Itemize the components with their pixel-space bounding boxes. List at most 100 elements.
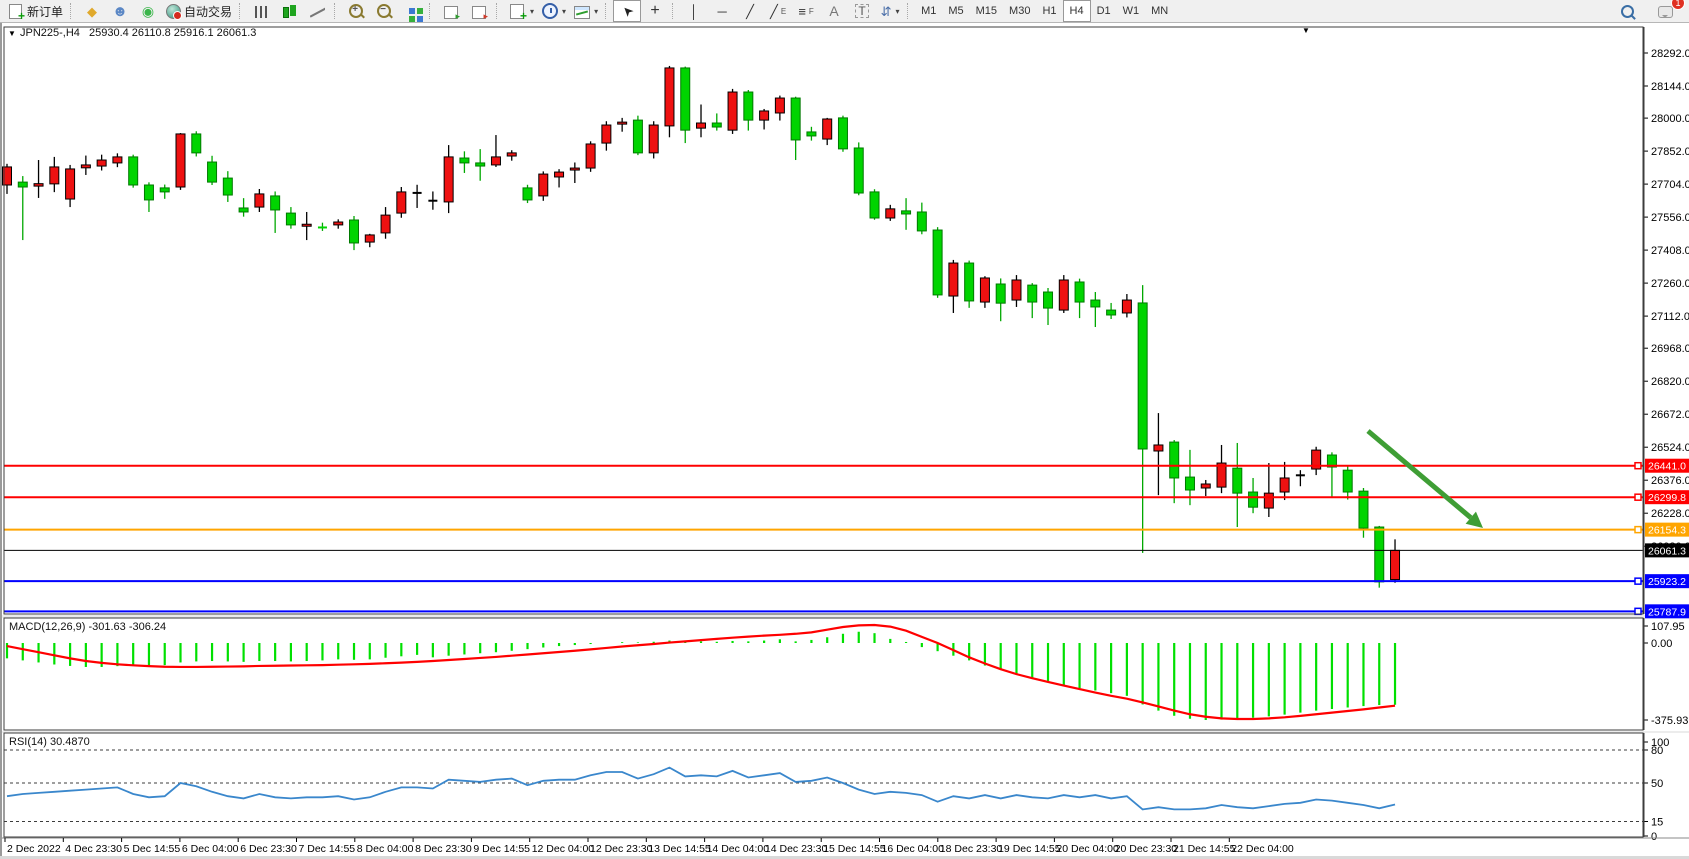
panel-splitter[interactable]: [2, 615, 1689, 618]
candle-body: [1011, 279, 1022, 301]
tab-timeframe-m1[interactable]: M1: [921, 5, 937, 17]
line-chart-button[interactable]: [303, 0, 331, 22]
tile-windows-icon: [409, 8, 416, 14]
scroll-to-end-marker[interactable]: ▼: [1302, 26, 1310, 35]
candle-body: [522, 187, 533, 201]
candlestick-chart-button[interactable]: [275, 0, 303, 22]
candle-body: [585, 143, 596, 169]
cursor-tool-button[interactable]: ➤: [613, 0, 642, 22]
line-handle[interactable]: [1634, 493, 1642, 501]
time-tick-label: 9 Dec 14:55: [473, 843, 530, 855]
chart-shift-button[interactable]: ▸: [465, 0, 493, 22]
search-button[interactable]: [1613, 0, 1641, 22]
candle-body: [648, 124, 659, 154]
chevron-down-icon: ▾: [530, 6, 535, 16]
candle-body: [191, 133, 202, 154]
templates-button[interactable]: ▾: [570, 0, 602, 22]
chart-canvas[interactable]: 28292.0 28144.0 28000.0 27852.0 27704.0 27556…: [2, 23, 1689, 859]
tab-timeframe-h1[interactable]: H1: [1042, 5, 1057, 17]
candle-body: [2, 166, 12, 186]
indicators-button[interactable]: ▾: [504, 0, 538, 23]
crosshair-tool-button[interactable]: +: [641, 0, 669, 22]
auto-scroll-button[interactable]: ▸: [437, 0, 465, 22]
tab-timeframe-m5[interactable]: M5: [948, 5, 964, 17]
new-order-button[interactable]: 新订单: [3, 0, 67, 23]
channel-tool-button[interactable]: ╱ E: [764, 0, 792, 22]
auto-trading-button[interactable]: 自动交易: [162, 0, 236, 22]
price-line-badge-label: 25923.2: [1648, 576, 1686, 588]
line-handle[interactable]: [1634, 577, 1642, 585]
horizontal-line-tool-button[interactable]: ─: [708, 0, 736, 22]
signals-button[interactable]: ◉: [134, 0, 162, 22]
tab-timeframe-mn[interactable]: MN: [1151, 5, 1169, 17]
candle-body: [932, 229, 943, 296]
candle-body: [238, 207, 249, 213]
zoom-in-button[interactable]: +: [342, 0, 370, 22]
price-line-badge: [1645, 574, 1689, 589]
candle-body: [916, 211, 927, 232]
chevron-down-icon: ▾: [895, 6, 900, 16]
price-tick-label: 26672.0: [1651, 409, 1689, 421]
separator: [334, 3, 339, 19]
candle-body: [459, 157, 470, 164]
chat-button[interactable]: 1: [1651, 0, 1685, 22]
fibonacci-tool-button[interactable]: ≡ F: [792, 0, 820, 22]
candle-body: [759, 110, 770, 121]
price-tick-label: 28292.0: [1651, 48, 1689, 60]
text-tool-button[interactable]: A: [820, 0, 848, 22]
time-tick-label: 14 Dec 23:30: [765, 843, 828, 855]
line-handle[interactable]: [1634, 525, 1642, 534]
candle-body: [65, 168, 76, 200]
label-tool-button[interactable]: T: [848, 0, 876, 22]
candle-body: [837, 117, 848, 150]
chart-shift-icon: ▸: [472, 5, 488, 20]
candle-body: [443, 156, 454, 203]
price-tick-label: 26524.0: [1651, 442, 1689, 454]
navigator-button[interactable]: ☻: [106, 0, 134, 22]
periods-button[interactable]: ▾: [538, 0, 570, 22]
bar-chart-button[interactable]: [247, 0, 275, 22]
one-click-trading-toggle[interactable]: ▼: [8, 29, 16, 38]
auto-scroll-icon: ▸: [444, 5, 460, 20]
candle-body: [1342, 469, 1353, 493]
candle-body: [1326, 454, 1337, 468]
chart-window: 28292.0 28144.0 28000.0 27852.0 27704.0 27556…: [0, 23, 1689, 859]
market-watch-button[interactable]: ◆: [78, 0, 106, 22]
tile-windows-button[interactable]: [398, 0, 426, 22]
rsi-axis-label: 100: [1651, 737, 1669, 749]
line-handle[interactable]: [1634, 461, 1642, 470]
tab-timeframe-m30[interactable]: M30: [1009, 5, 1031, 17]
tab-timeframe-w1[interactable]: W1: [1122, 5, 1140, 17]
arrows-tool-button[interactable]: ⇵ ▾: [876, 0, 904, 22]
time-tick-label: 16 Dec 04:00: [882, 843, 945, 855]
tab-timeframe-h4[interactable]: H4: [1062, 0, 1091, 22]
price-tick-label: 27112.0: [1651, 311, 1689, 323]
candle-body: [159, 187, 170, 193]
price-tick-label: 28000.0: [1651, 113, 1689, 125]
chat-icon: [1657, 6, 1673, 18]
tab-timeframe-d1[interactable]: D1: [1096, 5, 1111, 17]
candle-body: [490, 156, 501, 166]
panel-splitter[interactable]: [2, 731, 1689, 733]
candle-body: [1090, 299, 1101, 308]
chart-background: [4, 23, 1689, 856]
price-tick-label: 27260.0: [1651, 278, 1689, 290]
line-handle[interactable]: [1634, 607, 1642, 616]
zoom-out-button[interactable]: −: [370, 0, 398, 22]
cursor-icon: ➤: [617, 1, 637, 21]
candle-body: [506, 152, 517, 157]
vertical-line-tool-button[interactable]: │: [680, 0, 708, 22]
tab-timeframe-m15[interactable]: M15: [975, 5, 998, 17]
trendline-tool-button[interactable]: ╱: [736, 0, 764, 22]
macd-axis-label: -375.93: [1651, 715, 1688, 727]
time-tick-label: 8 Dec 04:00: [357, 843, 414, 855]
separator: [907, 3, 912, 19]
templates-icon: [574, 5, 591, 19]
price-line-badge: [1645, 458, 1689, 473]
candle-body: [806, 131, 817, 137]
candle-body: [207, 161, 218, 183]
price-line-badge: [1645, 543, 1689, 558]
candle-body: [617, 121, 628, 125]
trend-arrow-line[interactable]: [1366, 429, 1473, 520]
